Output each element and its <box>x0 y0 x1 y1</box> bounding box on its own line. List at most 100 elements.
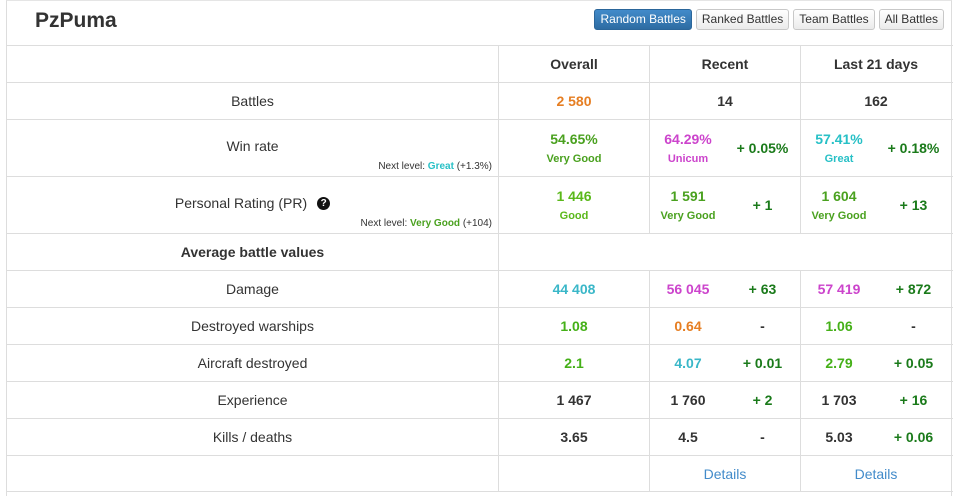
pr-label-wrap: Personal Rating (PR) ? <box>7 177 498 229</box>
details-recent-cell: Details <box>649 456 800 491</box>
section-title-cell: Average battle values <box>7 234 498 270</box>
experience-recent-cell: 1 760 + 2 <box>649 382 800 418</box>
details-empty-label <box>7 456 498 491</box>
warships-recent-cell: 0.64 - <box>649 308 800 344</box>
battles-row: Battles 2 580 14 162 <box>7 82 953 119</box>
battle-mode-selector: Random Battles Ranked Battles Team Battl… <box>594 9 944 30</box>
damage-recent-delta: + 63 <box>748 281 777 297</box>
column-header-recent: Recent <box>701 56 749 72</box>
battles-recent-cell: 14 <box>649 83 800 119</box>
experience-recent-delta: + 2 <box>752 392 773 408</box>
damage-overall-cell: 44 408 <box>498 271 649 307</box>
aircraft-recent-value: 4.07 <box>674 355 702 371</box>
aircraft-recent-delta: + 0.01 <box>742 355 783 371</box>
winrate-last21-stack: 57.41% Great <box>801 120 877 176</box>
pr-recent-stack: 1 591 Very Good <box>650 177 726 233</box>
damage-last21-cell: 57 419 + 872 <box>800 271 951 307</box>
section-row: Average battle values <box>7 233 953 270</box>
warships-recent-delta: - <box>760 318 765 334</box>
winrate-recent-delta: + 0.05% <box>736 140 789 156</box>
header-overall-cell: Overall <box>498 46 649 82</box>
winrate-overall-cell: 54.65% Very Good <box>498 120 649 176</box>
player-name: PzPuma <box>35 9 117 32</box>
winrate-next-level-name: Great <box>427 161 454 172</box>
pr-recent-delta: + 1 <box>752 197 773 213</box>
winrate-last21-value: 57.41% <box>815 130 863 147</box>
stat-label-destroyed-warships: Destroyed warships <box>191 318 314 334</box>
details-last21-cell: Details <box>800 456 951 491</box>
winrate-last21-tier: Great <box>824 152 854 165</box>
warships-recent-value: 0.64 <box>674 318 702 334</box>
battles-label: Battles <box>231 93 274 109</box>
kd-last21-value: 5.03 <box>825 429 853 445</box>
warships-last21-value: 1.06 <box>825 318 853 334</box>
experience-last21-delta: + 16 <box>899 392 928 408</box>
pr-next-delta: (+104) <box>462 218 492 229</box>
header-last21-cell: Last 21 days <box>800 46 951 82</box>
experience-recent-value: 1 760 <box>670 392 706 408</box>
help-icon[interactable]: ? <box>317 196 331 210</box>
header-empty-cell <box>7 46 498 82</box>
pr-row: Personal Rating (PR) ? Next level: Very … <box>7 176 953 233</box>
pr-last21-cell: 1 604 Very Good + 13 <box>800 177 951 233</box>
team-battles-button[interactable]: Team Battles <box>793 9 875 30</box>
experience-last21-cell: 1 703 + 16 <box>800 382 951 418</box>
winrate-row: Win rate Next level: Great (+1.3%) 54.65… <box>7 119 953 176</box>
battles-recent-value: 14 <box>717 93 733 109</box>
header: PzPuma Random Battles Ranked Battles Tea… <box>7 1 953 45</box>
kd-overall-cell: 3.65 <box>498 419 649 455</box>
winrate-overall-tier: Very Good <box>546 152 602 165</box>
pr-last21-delta: + 13 <box>899 197 928 213</box>
details-empty-overall <box>498 456 649 491</box>
pr-last21-stack: 1 604 Very Good <box>801 177 877 233</box>
random-battles-button[interactable]: Random Battles <box>594 9 692 30</box>
winrate-last21-cell: 57.41% Great + 0.18% <box>800 120 951 176</box>
aircraft-recent-cell: 4.07 + 0.01 <box>649 345 800 381</box>
pr-last21-value: 1 604 <box>821 187 857 204</box>
table-row: Kills / deaths 3.65 4.5 - 5.03 + 0.06 <box>7 418 953 455</box>
battles-last21-cell: 162 <box>800 83 951 119</box>
damage-recent-cell: 56 045 + 63 <box>649 271 800 307</box>
kd-last21-cell: 5.03 + 0.06 <box>800 419 951 455</box>
section-empty-cell <box>498 234 953 270</box>
kd-recent-value: 4.5 <box>678 429 698 445</box>
warships-last21-cell: 1.06 - <box>800 308 951 344</box>
pr-last21-tier: Very Good <box>811 209 867 222</box>
winrate-recent-cell: 64.29% Unicum + 0.05% <box>649 120 800 176</box>
pr-label-cell: Personal Rating (PR) ? Next level: Very … <box>7 177 498 233</box>
winrate-next-prefix: Next level: <box>378 161 426 172</box>
battles-overall-value: 2 580 <box>556 93 592 109</box>
winrate-next-level: Next level: Great (+1.3%) <box>378 161 492 172</box>
aircraft-last21-value: 2.79 <box>825 355 853 371</box>
kd-last21-delta: + 0.06 <box>893 429 934 445</box>
stat-label-aircraft-destroyed: Aircraft destroyed <box>197 355 308 371</box>
damage-overall-value: 44 408 <box>552 281 596 297</box>
recent-details-link[interactable]: Details <box>703 465 747 482</box>
aircraft-overall-cell: 2.1 <box>498 345 649 381</box>
all-battles-button[interactable]: All Battles <box>878 9 944 30</box>
table-row: Experience 1 467 1 760 + 2 1 703 + 16 <box>7 381 953 418</box>
damage-last21-delta: + 872 <box>895 281 932 297</box>
pr-overall-stack: 1 446 Good <box>499 177 649 233</box>
aircraft-last21-delta: + 0.05 <box>893 355 934 371</box>
header-recent-cell: Recent <box>649 46 800 82</box>
pr-overall-value: 1 446 <box>556 187 592 204</box>
ranked-battles-button[interactable]: Ranked Battles <box>695 9 790 30</box>
winrate-next-delta: (+1.3%) <box>456 161 492 172</box>
stat-label-experience: Experience <box>217 392 288 408</box>
battles-last21-value: 162 <box>864 93 888 109</box>
kd-recent-delta: - <box>760 429 765 445</box>
kd-recent-cell: 4.5 - <box>649 419 800 455</box>
experience-overall-value: 1 467 <box>556 392 592 408</box>
column-header-last-21-days: Last 21 days <box>833 56 919 72</box>
last21-details-link[interactable]: Details <box>854 465 898 482</box>
pr-overall-tier: Good <box>559 209 589 222</box>
pr-recent-value: 1 591 <box>670 187 706 204</box>
winrate-label-cell: Win rate Next level: Great (+1.3%) <box>7 120 498 176</box>
table-row: Damage 44 408 56 045 + 63 57 419 + 872 <box>7 270 953 307</box>
pr-next-level-name: Very Good <box>410 218 461 229</box>
pr-overall-cell: 1 446 Good <box>498 177 649 233</box>
pr-recent-tier: Very Good <box>660 209 716 222</box>
warships-overall-cell: 1.08 <box>498 308 649 344</box>
warships-overall-value: 1.08 <box>560 318 588 334</box>
